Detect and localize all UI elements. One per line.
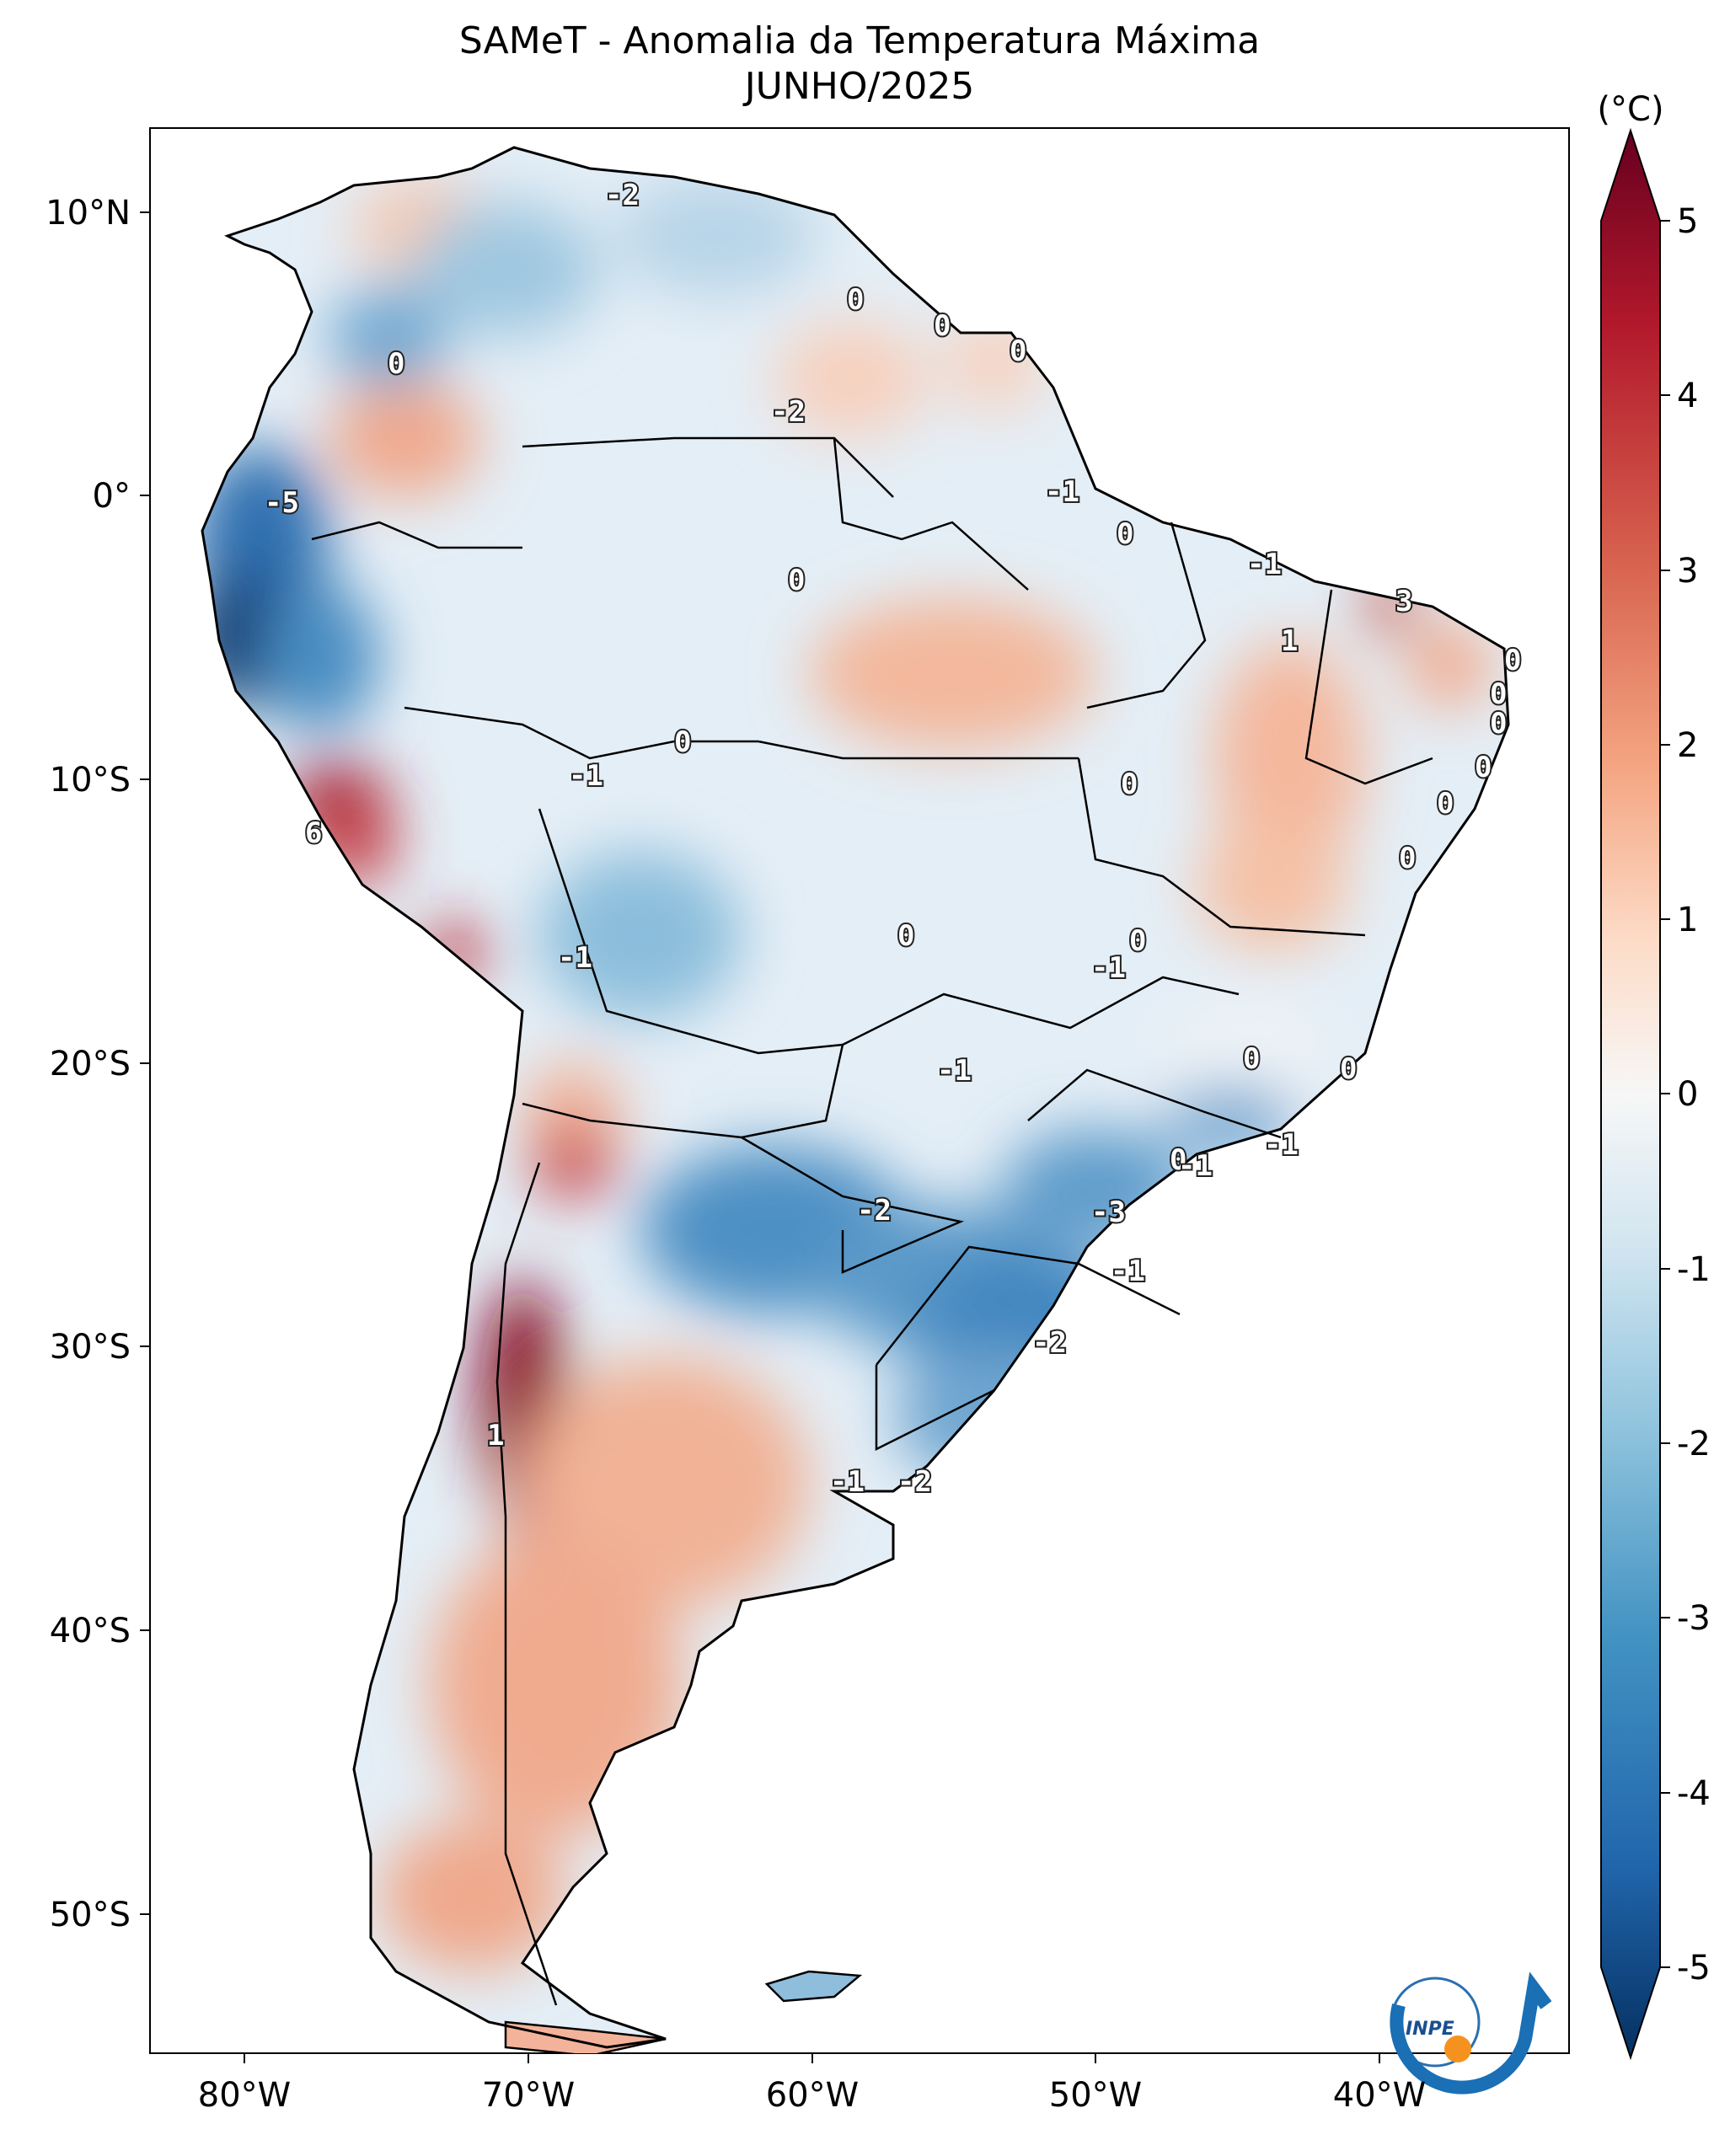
contour-label: -2 [897,1465,932,1499]
contour-label: 0 [897,919,914,953]
colorbar-tick-label: 3 [1677,552,1698,591]
contour-label: 6 [305,816,322,850]
colorbar-bar [1600,127,1661,2061]
inpe-logo: INPE [1390,1971,1552,2094]
lon-tick-label: 40°W [1333,2076,1426,2115]
contour-label: -1 [937,1054,972,1088]
contour-label: 0 [1437,787,1454,821]
lat-tick-label: 20°S [50,1045,131,1083]
contour-label: -1 [1111,1255,1145,1288]
contour-label: 0 [1490,707,1507,741]
contour-label: 0 [788,564,805,597]
colorbar-tick-label: 1 [1677,901,1698,939]
lon-tick-label: 70°W [482,2076,575,2115]
lat-tick-label: 10°S [50,761,131,800]
contour-label: -1 [1091,951,1126,985]
contour-label: 0 [1243,1042,1260,1076]
colorbar-tick-label: 5 [1677,202,1698,241]
contour-label: 0 [1475,751,1492,784]
colorbar-tick-label: -2 [1677,1425,1711,1463]
contour-label: -1 [830,1465,865,1499]
lat-tick-label: 10°N [46,194,131,233]
contour-label: -5 [265,486,299,520]
contour-label: -2 [605,179,640,212]
contour-label: 0 [1340,1052,1357,1086]
colorbar-tick-label: -4 [1677,1774,1711,1813]
lat-tick-label: 40°S [50,1612,131,1650]
contour-label: -1 [1264,1128,1299,1162]
contour-label: 3 [1395,585,1412,618]
colorbar-tick-label: -5 [1677,1949,1711,1987]
colorbar-tick-label: 0 [1677,1075,1698,1114]
title-line-1: SAMeT - Anomalia da Temperatura Máxima [458,19,1261,62]
contour-label: -1 [569,759,603,793]
title-line-2: JUNHO/2025 [744,65,975,108]
contour-label: 0 [388,347,404,381]
lon-tick-label: 80°W [198,2076,291,2115]
lat-tick-label: 50°S [50,1896,131,1934]
contour-label: -1 [558,941,592,975]
contour-label: -2 [771,395,806,429]
contour-label: 0 [1399,842,1416,875]
colorbar-tick-label: 4 [1677,377,1698,415]
colorbar-tick-label: -3 [1677,1599,1711,1638]
colorbar-tick-label: 2 [1677,726,1698,765]
lat-tick-label: 30°S [50,1328,131,1367]
contour-label: 0 [1121,768,1138,801]
lat-axis: 10°N 0° 10°S 20°S 30°S 40°S 50°S [46,194,150,1934]
contour-label: -3 [1091,1196,1126,1229]
lon-tick-label: 60°W [766,2076,859,2115]
contour-label: 0 [1170,1143,1186,1177]
contour-label: 1 [487,1419,504,1452]
logo-sun-icon [1444,2036,1471,2062]
contour-label: -1 [1247,548,1282,581]
contour-label: -2 [1032,1326,1067,1360]
contour-label: 0 [674,725,691,759]
colorbar: (°C) 5 4 3 2 1 0 -1 -2 -3 -4 -5 [1597,90,1711,2061]
colorbar-unit: (°C) [1597,90,1663,129]
contour-label: 0 [1504,644,1521,677]
contour-label: -2 [857,1194,892,1228]
lon-axis: 80°W 70°W 60°W 50°W 40°W [198,2053,1426,2115]
contour-label: 1 [1281,624,1298,658]
contour-label: 0 [847,283,864,317]
logo-text: INPE [1406,2019,1454,2040]
colorbar-tick-label: -1 [1677,1250,1711,1289]
map-title: SAMeT - Anomalia da Temperatura Máxima J… [152,19,1567,110]
contour-labels: -2 0 0 0 0 -2 0 -1 -5 0 0 -1 3 1 0 0 0 0… [263,177,1523,1501]
contour-label: -1 [1178,1149,1213,1183]
contour-label: 0 [1010,334,1026,368]
contour-label: 0 [1117,517,1133,551]
lon-tick-label: 50°W [1049,2076,1142,2115]
contour-label: 0 [934,309,951,343]
lat-tick-label: 0° [93,477,131,516]
contour-label: 0 [1490,677,1507,711]
contour-label: -1 [1045,475,1079,509]
contour-label: 0 [1129,924,1146,958]
